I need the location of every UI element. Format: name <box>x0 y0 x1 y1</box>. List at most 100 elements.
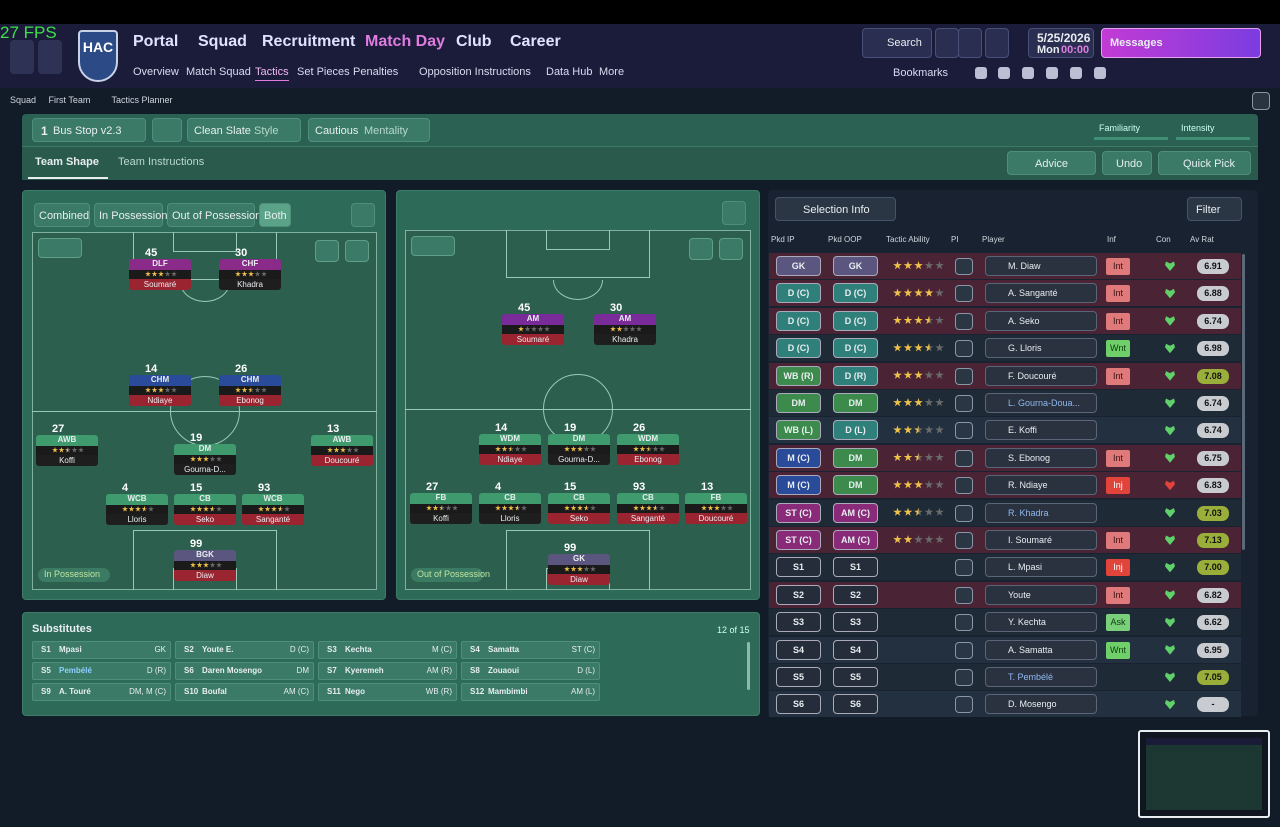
picked-oop[interactable]: S1 <box>833 557 878 578</box>
player-select[interactable]: Y. Kechta <box>985 612 1097 633</box>
picked-ip[interactable]: D (C) <box>776 283 821 304</box>
player-select[interactable]: L. Gourna-Doua... <box>985 393 1097 413</box>
player-select[interactable]: Youte <box>985 584 1097 605</box>
player-select[interactable]: I. Soumaré <box>985 530 1097 550</box>
pi-button[interactable] <box>955 367 973 385</box>
column-header[interactable]: Pkd OOP <box>828 235 862 244</box>
pi-button[interactable] <box>955 586 973 604</box>
role-band[interactable]: GK <box>548 554 610 565</box>
picked-ip[interactable]: ST (C) <box>776 530 821 550</box>
toolbar-icon[interactable] <box>958 28 982 58</box>
name-band[interactable]: Koffi <box>410 513 472 524</box>
phase-button[interactable]: Both <box>259 203 291 227</box>
sub-row[interactable]: S8 Zouaoui D (L) <box>461 662 600 680</box>
pi-button[interactable] <box>955 696 973 714</box>
header-icon[interactable] <box>998 67 1010 79</box>
picked-oop[interactable]: GK <box>833 256 878 276</box>
header-icon[interactable] <box>1046 67 1058 79</box>
picked-ip[interactable]: WB (R) <box>776 365 821 386</box>
name-band[interactable]: Soumaré <box>129 279 191 290</box>
header-icon[interactable] <box>1094 67 1106 79</box>
role-band[interactable]: WCB <box>106 494 168 505</box>
name-band[interactable]: Diaw <box>548 574 610 585</box>
style-select[interactable]: Clean Slate Style <box>187 118 301 142</box>
pi-button[interactable] <box>955 395 973 412</box>
sub-nav-item[interactable]: Opposition Instructions <box>419 66 531 78</box>
column-header[interactable]: Pkd IP <box>771 235 795 244</box>
role-band[interactable]: AM <box>502 314 564 325</box>
sub-nav-item[interactable]: Match Squad <box>186 66 251 78</box>
picked-ip[interactable]: DM <box>776 393 821 413</box>
column-header[interactable]: Player <box>982 235 1005 244</box>
main-nav-item[interactable]: Match Day <box>365 33 446 50</box>
picked-ip[interactable]: S4 <box>776 639 821 660</box>
pi-button[interactable] <box>955 559 973 577</box>
sub-row[interactable]: S2 Youte E. D (C) <box>175 641 314 659</box>
picked-oop[interactable]: DM <box>833 475 878 496</box>
column-header[interactable]: Con <box>1156 235 1171 244</box>
pi-button[interactable] <box>955 614 973 632</box>
role-band[interactable]: CB <box>479 493 541 504</box>
name-band[interactable]: Doucouré <box>311 455 373 466</box>
role-band[interactable]: DM <box>548 434 610 445</box>
pi-button[interactable] <box>955 312 973 330</box>
name-band[interactable]: Gourna-D... <box>174 464 236 475</box>
pi-button[interactable] <box>955 532 973 549</box>
filter-button[interactable]: Filter <box>1187 197 1242 221</box>
view-toggle[interactable] <box>411 236 455 256</box>
back-button[interactable] <box>10 40 34 74</box>
name-band[interactable]: Gourna-D... <box>548 454 610 465</box>
selection-info-button[interactable]: Selection Info <box>775 197 896 221</box>
sub-row[interactable]: S11 Nego WB (R) <box>318 683 457 701</box>
role-band[interactable]: BGK <box>174 550 236 561</box>
search-button[interactable]: Search <box>862 28 932 58</box>
picked-oop[interactable]: DM <box>833 393 878 413</box>
name-band[interactable]: Sanganté <box>617 513 679 524</box>
picked-ip[interactable]: M (C) <box>776 475 821 496</box>
picked-ip[interactable]: D (C) <box>776 310 821 331</box>
name-band[interactable]: Doucouré <box>685 513 747 524</box>
picked-oop[interactable]: S5 <box>833 667 878 687</box>
role-band[interactable]: CB <box>548 493 610 504</box>
player-select[interactable]: F. Doucouré <box>985 365 1097 386</box>
name-band[interactable]: Lloris <box>106 514 168 525</box>
quick-pick-button[interactable]: Quick Pick <box>1158 151 1251 175</box>
picked-oop[interactable]: AM (C) <box>833 530 878 550</box>
role-band[interactable]: WDM <box>617 434 679 445</box>
column-header[interactable]: Tactic Ability <box>886 235 930 244</box>
tactic-select[interactable]: 1 Bus Stop v2.3 <box>32 118 146 142</box>
name-band[interactable]: Seko <box>548 513 610 524</box>
name-band[interactable]: Ebonog <box>219 395 281 406</box>
role-band[interactable]: DLF <box>129 259 191 270</box>
role-band[interactable]: WDM <box>479 434 541 445</box>
player-select[interactable]: R. Ndiaye <box>985 475 1097 496</box>
player-select[interactable]: L. Mpasi <box>985 557 1097 578</box>
sub-nav-item[interactable]: Penalties <box>353 66 399 78</box>
role-band[interactable]: CHM <box>129 375 191 386</box>
name-band[interactable]: Seko <box>174 514 236 525</box>
sub-row[interactable]: S4 Samatta ST (C) <box>461 641 600 659</box>
sub-row[interactable]: S7 Kyeremeh AM (R) <box>318 662 457 680</box>
picked-ip[interactable]: M (C) <box>776 447 821 468</box>
role-band[interactable]: DM <box>174 444 236 455</box>
sub-row[interactable]: S6 Daren Mosengo DM <box>175 662 314 680</box>
sub-nav-item[interactable]: Set Pieces <box>297 66 350 78</box>
player-select[interactable]: A. Seko <box>985 310 1097 331</box>
pitch-tool[interactable] <box>689 238 713 260</box>
player-select[interactable]: D. Mosengo <box>985 694 1097 715</box>
name-band[interactable]: Diaw <box>174 570 236 581</box>
picked-ip[interactable]: S3 <box>776 612 821 633</box>
undo-button[interactable]: Undo <box>1102 151 1152 175</box>
name-band[interactable]: Khadra <box>594 334 656 345</box>
main-nav-item[interactable]: Recruitment <box>262 33 356 50</box>
main-nav-item[interactable]: Portal <box>133 33 179 50</box>
picked-ip[interactable]: S6 <box>776 694 821 715</box>
name-band[interactable]: Soumaré <box>502 334 564 345</box>
role-band[interactable]: AWB <box>36 435 98 446</box>
sub-nav-item[interactable]: More <box>599 66 625 78</box>
player-select[interactable]: S. Ebonog <box>985 447 1097 468</box>
tab[interactable]: Team Instructions <box>118 156 205 168</box>
panel-icon[interactable] <box>351 203 375 227</box>
role-band[interactable]: AWB <box>311 435 373 446</box>
main-nav-item[interactable]: Career <box>510 33 561 50</box>
